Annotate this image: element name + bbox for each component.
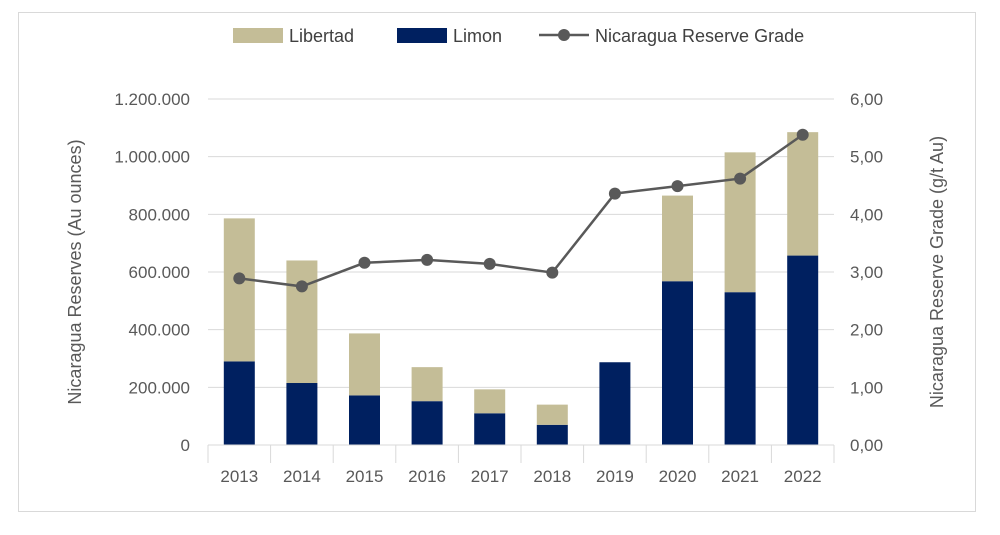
bar-limon [599, 362, 631, 445]
bar-limon [286, 383, 318, 445]
x-tick-label: 2021 [721, 467, 759, 486]
x-tick-label: 2022 [784, 467, 822, 486]
bar-limon [536, 424, 568, 445]
y-tick-label: 200.000 [129, 378, 190, 397]
y-right-tick-label: 0,00 [850, 436, 883, 455]
x-tick-label: 2014 [283, 467, 321, 486]
grade-point [233, 272, 246, 285]
bar-libertad [536, 404, 568, 425]
grade-point [421, 253, 434, 266]
bar-limon [349, 395, 380, 445]
y-tick-label: 1.000.000 [114, 148, 190, 167]
chart: 0 200.000 400.000 600.000 800.000 1.000.000 1.… [65, 26, 947, 486]
bar-libertad [286, 260, 318, 384]
x-tick-label: 2019 [596, 467, 634, 486]
x-tick-label: 2020 [659, 467, 697, 486]
grade-point [295, 280, 308, 293]
legend-label: Libertad [289, 26, 354, 46]
bar-libertad [349, 333, 380, 396]
grade-point [671, 180, 684, 193]
grade-line [233, 128, 809, 293]
bar-limon [662, 281, 693, 445]
bar-libertad [411, 367, 443, 402]
y-right-tick-label: 3,00 [850, 263, 883, 282]
x-tick-label: 2017 [471, 467, 509, 486]
y-tick-label: 400.000 [129, 321, 190, 340]
legend-label: Nicaragua Reserve Grade [595, 26, 804, 46]
chart-frame: 0 200.000 400.000 600.000 800.000 1.000.000 1.… [18, 12, 976, 512]
grade-point [546, 266, 559, 279]
y-right-tick-label: 5,00 [850, 148, 883, 167]
axes: 0 200.000 400.000 600.000 800.000 1.000.000 1.… [65, 90, 947, 486]
bar-libertad [662, 195, 693, 282]
bar-libertad [474, 389, 506, 414]
y-right-tick-label: 4,00 [850, 205, 883, 224]
y-tick-label: 0 [181, 436, 190, 455]
bar-limon [724, 292, 756, 445]
bar-limon [787, 255, 819, 445]
y-right-tick-label: 6,00 [850, 90, 883, 109]
bar-marks [223, 132, 819, 445]
bar-limon [223, 361, 255, 445]
grade-line-path [239, 133, 804, 288]
grade-point [608, 187, 621, 200]
bar-limon [474, 413, 506, 445]
y-tick-label: 1.200.000 [114, 90, 190, 109]
bar-libertad [223, 218, 255, 362]
y-right-tick-label: 2,00 [850, 321, 883, 340]
legend-swatch [233, 28, 283, 43]
bar-libertad [787, 132, 819, 256]
x-tick-label: 2018 [533, 467, 571, 486]
y-tick-label: 800.000 [129, 205, 190, 224]
x-tick-label: 2015 [346, 467, 384, 486]
grade-point [358, 256, 371, 269]
y-right-axis-title: Nicaragua Reserve Grade (g/t Au) [927, 136, 947, 408]
legend-swatch [397, 28, 447, 43]
grade-point [796, 128, 809, 141]
legend-label: Limon [453, 26, 502, 46]
bar-limon [411, 401, 443, 445]
y-right-tick-label: 1,00 [850, 378, 883, 397]
grade-point [483, 257, 496, 270]
y-tick-label: 600.000 [129, 263, 190, 282]
legend: Libertad Limon Nicaragua Reserve Grade [233, 26, 804, 46]
grade-point [734, 172, 747, 185]
x-tick-label: 2013 [220, 467, 258, 486]
y-axis-title: Nicaragua Reserves (Au ounces) [65, 139, 85, 404]
x-tick-label: 2016 [408, 467, 446, 486]
legend-marker [558, 29, 570, 41]
